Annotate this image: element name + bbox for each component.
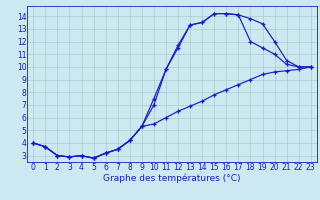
X-axis label: Graphe des températures (°C): Graphe des températures (°C)	[103, 173, 241, 183]
